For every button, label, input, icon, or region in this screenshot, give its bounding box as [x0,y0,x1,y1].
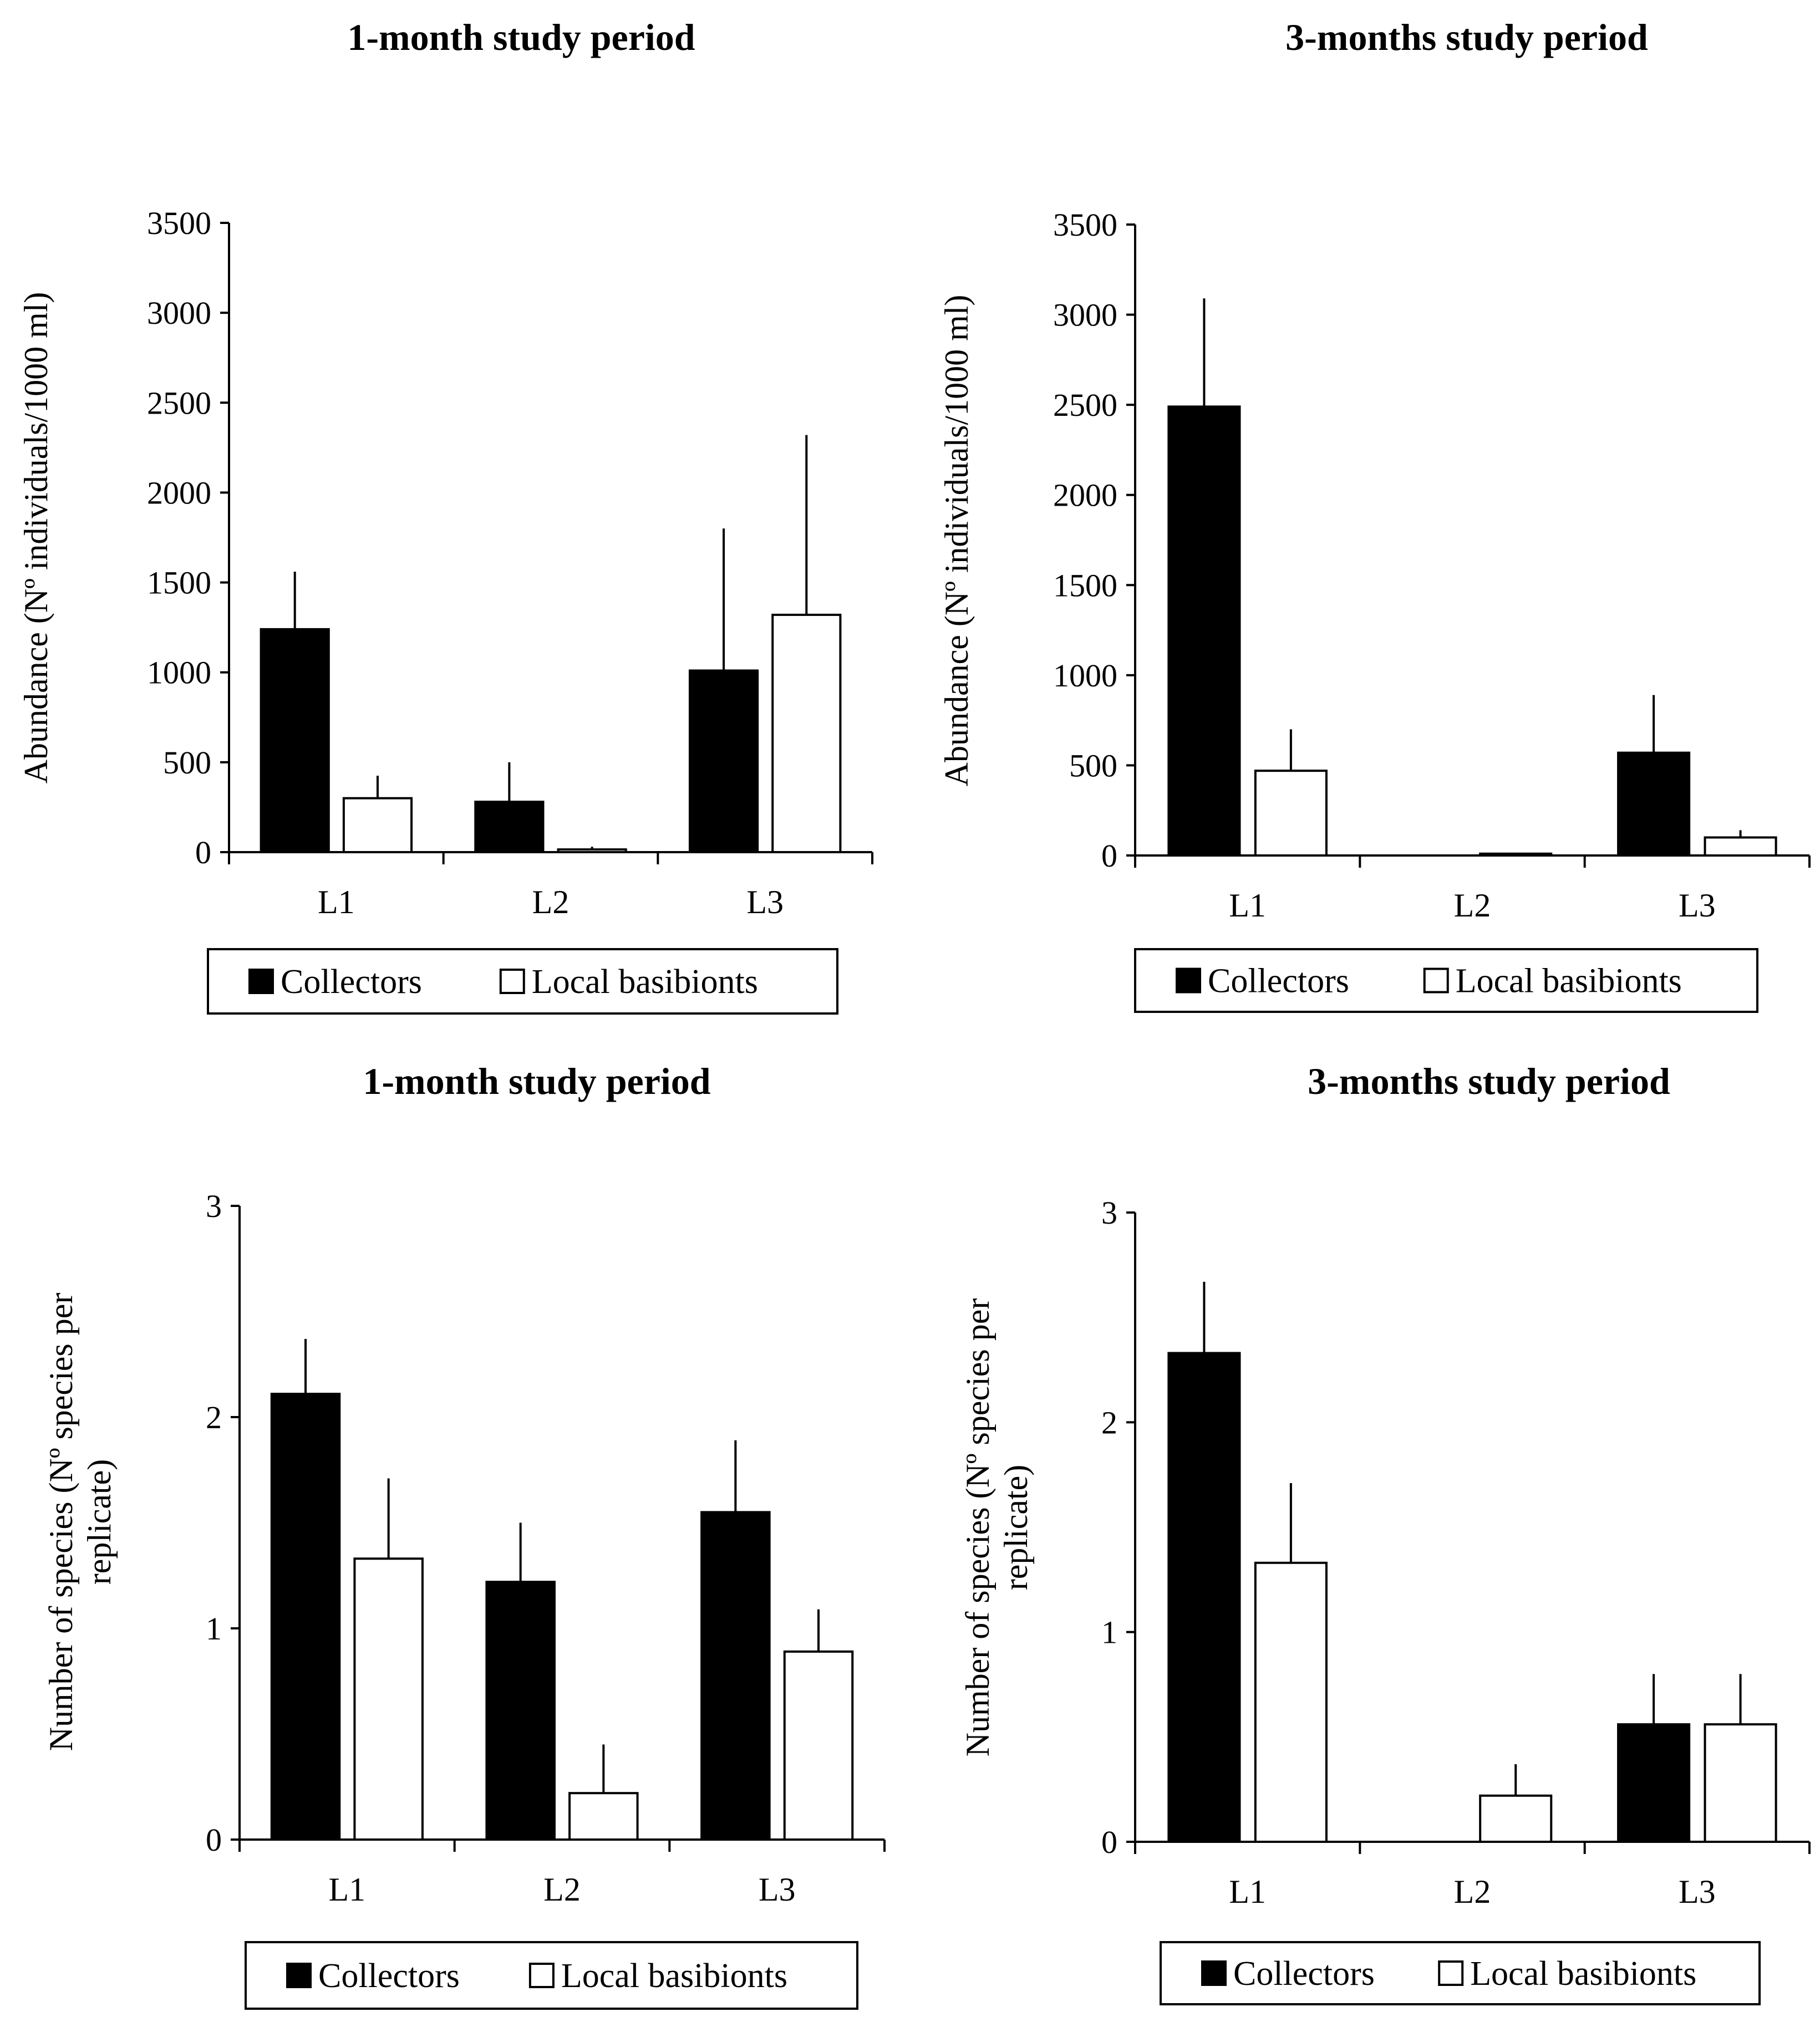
y-tick-label: 0 [1101,1824,1117,1860]
y-tick-label: 0 [1101,838,1117,874]
legend-label-collectors: Collectors [1233,1955,1375,1993]
bar-local-basibionts [783,1650,854,1841]
y-tick-label: 3500 [147,205,211,241]
x-category-label: L1 [329,1871,366,1908]
bar-collectors [700,1511,771,1841]
y-tick-label: 2500 [1053,387,1117,423]
bar-local-basibionts [353,1557,424,1841]
y-tick-label: 1000 [147,655,211,691]
legend-swatch-local-basibionts [528,1963,555,1988]
y-axis-label: Number of species (Nº species perreplica… [43,1293,118,1751]
legend: Collectors Local basibionts [1134,948,1758,1013]
legend-label-local-basibionts: Local basibionts [561,1957,787,1995]
y-tick-label: 1500 [147,565,211,601]
y-axis-label: Abundance (Nº individuals/1000 ml) [938,295,975,787]
chart-panel-3: 1-month study period Number of species (N… [43,1060,886,2010]
y-axis-label-line: replicate) [998,1465,1034,1591]
y-axis-label-line: Number of species (Nº species per [959,1298,996,1757]
y-tick-label: 2000 [1053,477,1117,513]
chart-title: 1-month study period [363,1060,710,1102]
y-tick-label: 3000 [147,295,211,331]
bar-local-basibionts [1479,852,1553,857]
legend-label-collectors: Collectors [1208,962,1349,1000]
y-tick-label: 2 [206,1399,222,1435]
y-axis-label-line: Number of species (Nº species per [43,1293,79,1751]
bar-collectors [1617,1723,1691,1843]
x-category-label: L2 [532,884,570,920]
y-tick-label: 500 [1069,747,1117,783]
y-tick-label: 1 [1101,1614,1117,1651]
x-category-label: L3 [759,1871,796,1908]
bar-local-basibionts [1254,770,1328,857]
chart-title: 3-months study period [1285,16,1648,58]
bar-local-basibionts [1479,1794,1553,1843]
legend: Collectors Local basibionts [207,948,838,1015]
x-category-label: L1 [1229,887,1266,924]
y-tick-label: 2 [1101,1404,1117,1440]
bar-collectors [485,1581,556,1841]
y-tick-label: 500 [163,745,211,781]
x-category-label: L2 [1454,887,1491,924]
bar-local-basibionts [557,848,627,854]
legend-label-local-basibionts: Local basibionts [1470,1955,1696,1993]
legend-swatch-collectors [248,969,274,994]
legend-swatch-local-basibionts [1438,1960,1464,1986]
x-category-label: L2 [1454,1873,1491,1910]
y-tick-label: 1000 [1053,658,1117,694]
x-category-label: L1 [318,884,355,920]
bar-collectors [1167,405,1241,857]
legend-label-collectors: Collectors [318,1957,460,1995]
y-tick-label: 0 [195,834,211,870]
legend-swatch-collectors [1176,967,1201,994]
y-tick-label: 3 [206,1188,222,1224]
x-category-label: L3 [1679,1873,1716,1910]
legend-label-local-basibionts: Local basibionts [532,963,758,1001]
legend-swatch-local-basibionts [499,969,525,994]
bar-collectors [270,1393,341,1841]
chart-title: 3-months study period [1308,1060,1670,1102]
y-tick-label: 2000 [147,475,211,511]
bar-local-basibionts [1254,1561,1328,1843]
bar-local-basibionts [1704,1723,1777,1843]
y-axis-label: Number of species (Nº species perreplica… [959,1298,1034,1757]
legend-label-local-basibionts: Local basibionts [1456,962,1682,1000]
bar-local-basibionts [342,797,413,853]
bar-local-basibionts [771,613,842,853]
y-tick-label: 1500 [1053,567,1117,603]
chart-panel-2: 3-months study period Abundance (Nº indiv… [938,16,1811,1013]
legend: Collectors Local basibionts [1160,1941,1761,2005]
y-axis-label-line: replicate) [81,1459,118,1585]
bar-collectors [1617,751,1691,857]
y-tick-label: 3000 [1053,297,1117,333]
y-tick-label: 3500 [1053,207,1117,243]
y-tick-label: 2500 [147,385,211,421]
x-category-label: L2 [543,1871,581,1908]
x-category-label: L3 [746,884,784,920]
x-category-label: L3 [1679,887,1716,924]
legend-swatch-collectors [286,1963,312,1988]
chart-title: 1-month study period [347,16,695,58]
legend-swatch-collectors [1201,1960,1227,1986]
bar-local-basibionts [1704,836,1777,857]
y-axis-label: Abundance (Nº individuals/1000 ml) [18,292,54,784]
y-tick-label: 0 [206,1822,222,1858]
chart-panel-4: 3-months study period Number of species (… [959,1060,1811,2005]
bar-local-basibionts [568,1792,639,1841]
bar-collectors [1167,1352,1241,1843]
legend-swatch-local-basibionts [1423,967,1449,994]
y-tick-label: 1 [206,1611,222,1647]
legend-label-collectors: Collectors [281,963,422,1001]
bar-collectors [260,628,330,854]
chart-panel-1: 1-month study period Abundance (Nº indivi… [18,16,873,1015]
bar-collectors [688,669,759,853]
bar-collectors [474,801,545,853]
y-tick-label: 3 [1101,1195,1117,1231]
legend: Collectors Local basibionts [245,1941,858,2010]
x-category-label: L1 [1229,1873,1266,1910]
